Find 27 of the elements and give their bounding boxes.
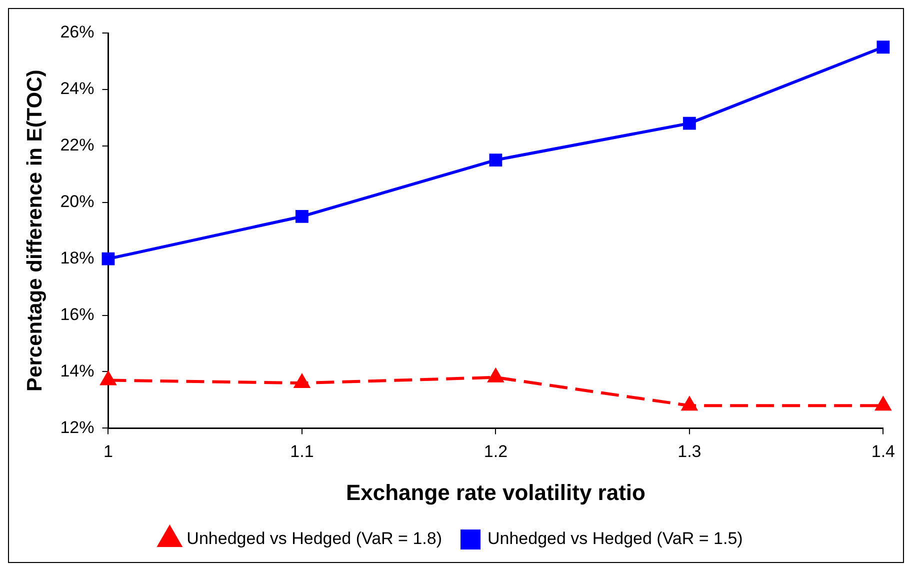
y-tick-label: 20% [60,192,94,212]
y-axis-title: Percentage difference in E(TOC) [23,70,46,392]
y-tick-label: 22% [60,136,94,155]
legend-label: Unhedged vs Hedged (VaR = 1.5) [488,529,743,548]
y-tick-label: 12% [60,418,94,437]
y-tick-label: 14% [60,361,94,380]
point [100,372,116,386]
point [682,116,696,130]
x-axis-title: Exchange rate volatility ratio [346,480,646,505]
point [294,374,310,388]
y-tick-label: 24% [60,79,94,98]
point [876,40,890,54]
point [876,397,891,411]
point [102,252,115,266]
x-tick-label: 1 [103,442,113,462]
point [296,210,308,223]
y-tick-label: 26% [60,22,94,42]
legend-label: Unhedged vs Hedged (VaR = 1.8) [186,529,442,548]
point [682,397,698,411]
point [488,368,504,382]
x-tick-label: 1.2 [484,442,508,462]
y-tick-label: 16% [60,304,94,324]
y-tick-label: 18% [60,248,94,268]
x-tick-label: 1.4 [871,442,896,462]
point [489,154,502,166]
x-tick-label: 1.1 [290,442,314,462]
x-tick-label: 1.3 [678,442,702,462]
